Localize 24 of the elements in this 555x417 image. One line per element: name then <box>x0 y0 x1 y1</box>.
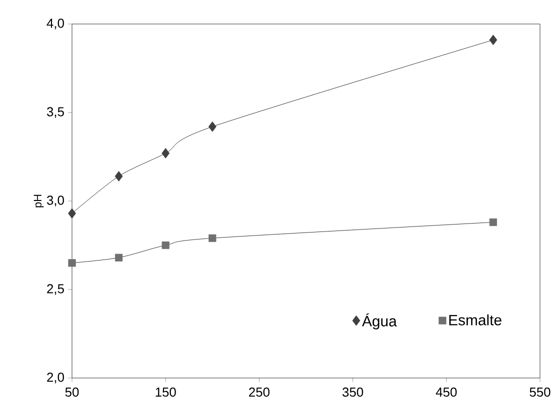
y-tick-label: 3,0 <box>46 196 64 206</box>
x-tick-label: 50 <box>65 388 79 397</box>
x-tick-label: 550 <box>530 388 550 397</box>
point <box>489 218 497 226</box>
y-tick-label: 4,0 <box>46 18 64 30</box>
y-tick-label: 3,5 <box>46 107 64 118</box>
point <box>489 34 498 46</box>
point <box>162 241 170 250</box>
point <box>114 171 123 182</box>
y-tick-label: 2,0 <box>47 372 64 384</box>
x-tick-label: 450 <box>436 388 457 397</box>
x-tick-label: 350 <box>342 388 364 397</box>
point <box>208 121 216 132</box>
x-tick-label: 250 <box>249 388 270 397</box>
point <box>162 148 170 158</box>
legend-label: Esmalte <box>449 314 502 326</box>
y-axis-title: pH <box>34 194 44 208</box>
y-tick-label: 2,5 <box>47 284 64 295</box>
point <box>115 254 123 262</box>
point <box>68 259 76 267</box>
point <box>208 234 216 242</box>
point <box>68 208 76 219</box>
legend-label: Água <box>362 313 397 330</box>
x-tick-label: 150 <box>156 388 176 397</box>
